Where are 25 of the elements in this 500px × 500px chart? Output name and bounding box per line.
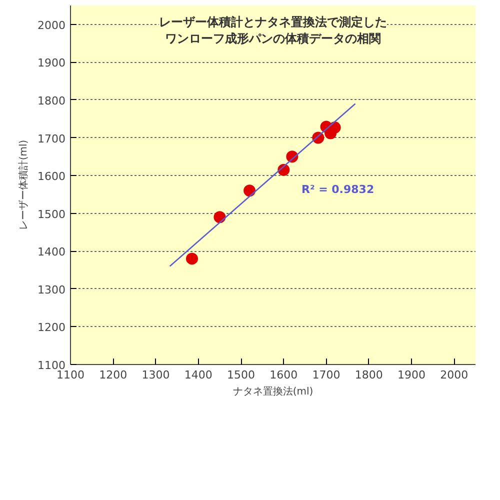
y-tick-label: 1500 [38,208,66,221]
y-tick-label: 1300 [38,283,66,296]
x-tick-label: 1400 [184,368,212,382]
x-tick-label: 1500 [227,368,256,382]
point [244,184,256,197]
point [214,211,226,224]
x-tick-label: 1300 [142,368,170,382]
text: レーザー体積計とナタネ置換法で測定したワンローフ成形パンの体積データの相関 [159,14,387,46]
y-tick-label: 1400 [38,246,66,259]
y-tick-label: 1700 [38,132,66,146]
y-tick-label: 1600 [38,170,66,184]
y-tick-label: 1200 [38,321,66,334]
x-tick-label: 1800 [354,368,383,382]
y-tick-label: 1900 [38,56,66,70]
y-tick-label: 2000 [38,18,66,32]
x-axis-title: ナタネ置換法(ml) [232,386,314,398]
x-tick-label: 1900 [398,368,426,382]
y-tick-label: 1800 [38,94,66,108]
x-tick-label: 2000 [440,368,468,382]
x-tick-label: 1700 [312,368,340,382]
annotation: R² = 0.9832 [301,182,374,196]
y-axis-title: レーザー体積計(ml) [18,140,30,230]
x-tick-label: 1200 [99,368,128,382]
x-tick-label: 1600 [270,368,298,382]
point [186,252,198,265]
